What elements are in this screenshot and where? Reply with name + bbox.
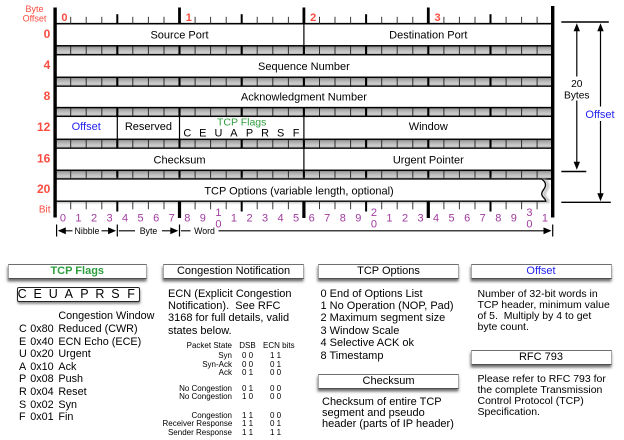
svg-text:0: 0	[44, 27, 51, 41]
svg-text:Checksum: Checksum	[154, 154, 206, 166]
svg-text:4: 4	[278, 213, 284, 225]
svg-text:Source Port: Source Port	[150, 30, 208, 42]
svg-text:U: U	[214, 128, 222, 140]
svg-text:2: 2	[246, 213, 252, 225]
svg-text:4: 4	[122, 213, 128, 225]
svg-text:Destination Port: Destination Port	[389, 30, 467, 42]
svg-text:Nibble: Nibble	[75, 226, 100, 236]
svg-text:C: C	[183, 128, 191, 140]
svg-text:3: 3	[526, 207, 532, 219]
svg-text:Offset: Offset	[585, 109, 614, 121]
svg-text:R: R	[261, 128, 269, 140]
svg-text:7: 7	[169, 213, 175, 225]
svg-text:7: 7	[480, 213, 486, 225]
svg-text:0: 0	[215, 218, 221, 230]
svg-text:0: 0	[61, 12, 67, 24]
svg-text:3: 3	[106, 213, 112, 225]
svg-text:4: 4	[44, 58, 51, 72]
svg-text:Bit: Bit	[39, 204, 51, 215]
svg-text:5: 5	[449, 213, 455, 225]
svg-text:Offset: Offset	[72, 121, 101, 133]
svg-text:0: 0	[526, 218, 532, 230]
svg-text:9: 9	[355, 213, 361, 225]
svg-text:2: 2	[402, 213, 408, 225]
svg-text:20: 20	[37, 182, 51, 196]
svg-text:2: 2	[91, 213, 97, 225]
svg-text:6: 6	[309, 213, 315, 225]
svg-text:0: 0	[371, 218, 377, 230]
svg-text:TCP Options (variable length,: TCP Options (variable length, optional)	[204, 185, 393, 197]
svg-text:20: 20	[571, 79, 583, 90]
svg-text:7: 7	[324, 213, 330, 225]
svg-text:1: 1	[186, 12, 192, 24]
svg-text:1: 1	[542, 213, 548, 225]
svg-text:P: P	[246, 128, 253, 140]
svg-text:Acknowledgment Number: Acknowledgment Number	[241, 92, 367, 104]
svg-text:TCP Flags: TCP Flags	[217, 117, 266, 129]
svg-text:8: 8	[184, 213, 190, 225]
svg-text:A: A	[230, 128, 238, 140]
svg-text:Byte: Byte	[25, 4, 43, 14]
svg-text:Word: Word	[194, 226, 215, 236]
svg-text:0: 0	[60, 213, 66, 225]
svg-text:Urgent Pointer: Urgent Pointer	[393, 154, 464, 166]
svg-text:5: 5	[138, 213, 144, 225]
svg-text:8: 8	[44, 89, 51, 103]
svg-text:1: 1	[386, 213, 392, 225]
svg-text:2: 2	[371, 207, 377, 219]
svg-text:3: 3	[417, 213, 423, 225]
svg-text:4: 4	[433, 213, 439, 225]
svg-text:F: F	[293, 128, 300, 140]
svg-text:6: 6	[464, 213, 470, 225]
svg-text:1: 1	[215, 207, 221, 219]
svg-text:Bytes: Bytes	[564, 91, 589, 102]
svg-text:Window: Window	[409, 121, 448, 133]
svg-text:3: 3	[435, 12, 441, 24]
svg-text:Sequence Number: Sequence Number	[258, 61, 350, 73]
svg-text:9: 9	[511, 213, 517, 225]
svg-text:12: 12	[37, 120, 51, 134]
svg-text:Offset: Offset	[23, 14, 47, 24]
svg-text:9: 9	[200, 213, 206, 225]
svg-text:8: 8	[340, 213, 346, 225]
svg-text:8: 8	[495, 213, 501, 225]
svg-text:1: 1	[75, 213, 81, 225]
svg-text:6: 6	[153, 213, 159, 225]
svg-text:16: 16	[37, 151, 51, 165]
svg-text:1: 1	[231, 213, 237, 225]
svg-text:Byte: Byte	[140, 226, 158, 236]
svg-text:3: 3	[262, 213, 268, 225]
svg-text:S: S	[277, 128, 284, 140]
svg-text:5: 5	[293, 213, 299, 225]
svg-text:E: E	[199, 128, 206, 140]
svg-text:Reserved: Reserved	[125, 121, 172, 133]
svg-text:2: 2	[310, 12, 316, 24]
